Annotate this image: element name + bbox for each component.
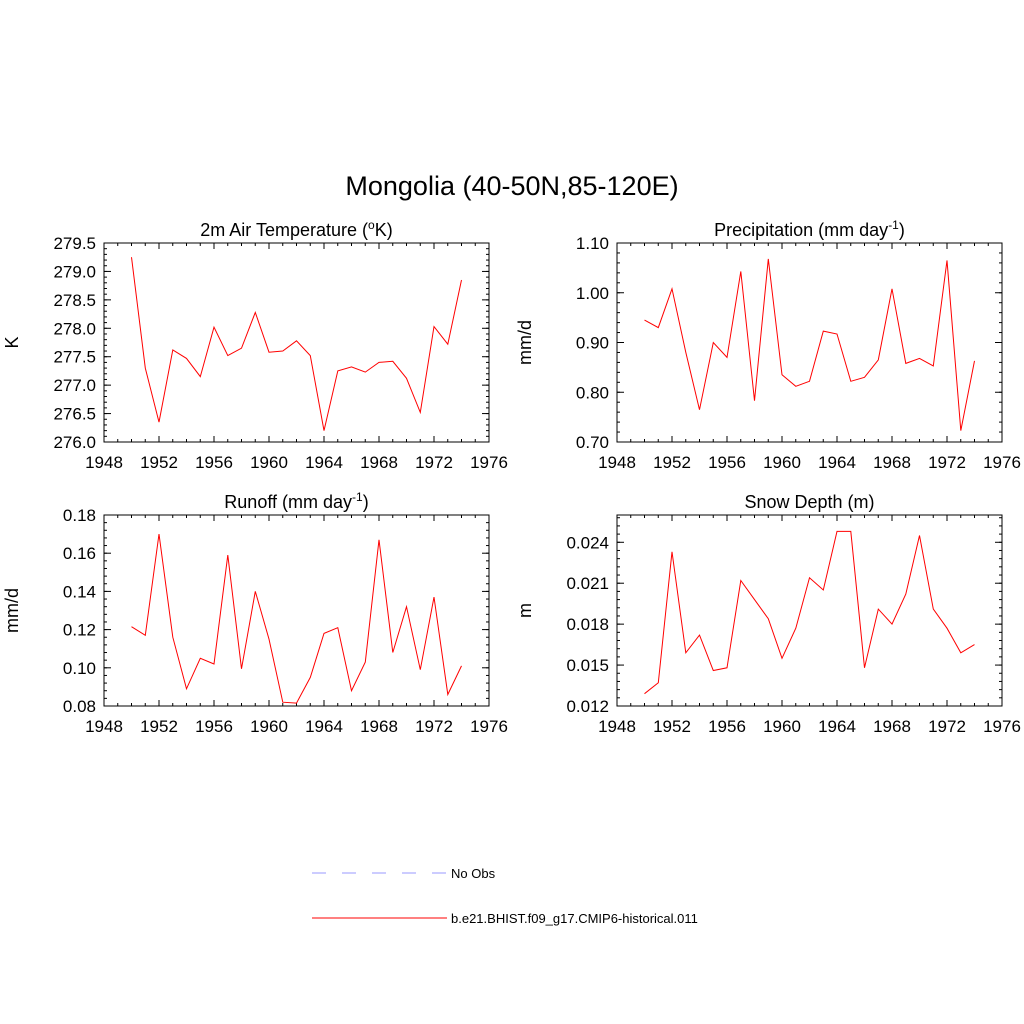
- y-tick-label: 0.018: [566, 615, 609, 634]
- y-tick-label: 0.10: [63, 659, 96, 678]
- y-tick-label: 0.024: [566, 533, 609, 552]
- y-tick-label: 0.90: [576, 334, 609, 353]
- y-tick-label: 0.18: [63, 506, 96, 525]
- panel-0: 2m Air Temperature (oK) 1948 1952 1956 1960 1…: [2, 218, 508, 472]
- x-tick-label: 1964: [818, 453, 856, 472]
- y-axis-label: m: [515, 603, 535, 618]
- panel-title: Precipitation (mm day-1): [714, 218, 905, 240]
- panel-2: Runoff (mm day-1) 1948 1952 1956 1960 1964 196…: [2, 490, 508, 736]
- x-tick-label: 1948: [85, 453, 123, 472]
- x-tick-label: 1976: [983, 453, 1021, 472]
- panel-title: 2m Air Temperature (oK): [200, 218, 392, 240]
- x-tick-label: 1952: [140, 717, 178, 736]
- y-tick-label: 276.5: [53, 405, 96, 424]
- y-tick-label: 279.5: [53, 234, 96, 253]
- y-tick-label: 278.0: [53, 319, 96, 338]
- y-tick-label: 1.10: [576, 234, 609, 253]
- x-tick-label: 1956: [708, 717, 746, 736]
- x-tick-label: 1952: [140, 453, 178, 472]
- x-tick-label: 1952: [653, 453, 691, 472]
- x-tick-label: 1956: [708, 453, 746, 472]
- legend-label-1: b.e21.BHIST.f09_g17.CMIP6-historical.011: [451, 911, 698, 926]
- y-tick-label: 0.021: [566, 574, 609, 593]
- y-axis-label: mm/d: [2, 588, 22, 633]
- x-tick-label: 1972: [928, 717, 966, 736]
- panels-group: 2m Air Temperature (oK) 1948 1952 1956 1960 1…: [2, 218, 1021, 736]
- x-tick-label: 1960: [763, 717, 801, 736]
- x-tick-label: 1976: [470, 717, 508, 736]
- y-tick-label: 1.00: [576, 284, 609, 303]
- y-tick-label: 0.14: [63, 582, 96, 601]
- x-tick-label: 1968: [873, 717, 911, 736]
- x-tick-label: 1952: [653, 717, 691, 736]
- x-tick-label: 1968: [360, 453, 398, 472]
- y-tick-label: 277.5: [53, 348, 96, 367]
- series-line: [644, 258, 975, 431]
- x-tick-label: 1960: [250, 453, 288, 472]
- x-tick-label: 1948: [598, 717, 636, 736]
- y-tick-label: 276.0: [53, 433, 96, 452]
- series-line: [131, 257, 462, 431]
- x-tick-label: 1968: [360, 717, 398, 736]
- series-line: [131, 534, 462, 704]
- y-tick-label: 278.5: [53, 291, 96, 310]
- panel-title: Runoff (mm day-1): [224, 490, 368, 512]
- x-tick-label: 1972: [415, 453, 453, 472]
- x-tick-label: 1960: [763, 453, 801, 472]
- x-tick-label: 1976: [470, 453, 508, 472]
- x-tick-label: 1972: [928, 453, 966, 472]
- x-tick-label: 1972: [415, 717, 453, 736]
- x-tick-label: 1956: [195, 717, 233, 736]
- y-tick-label: 0.16: [63, 544, 96, 563]
- figure-title: Mongolia (40-50N,85-120E): [345, 171, 678, 201]
- y-tick-label: 0.012: [566, 697, 609, 716]
- plot-frame: [616, 242, 1003, 443]
- x-tick-label: 1964: [305, 717, 343, 736]
- series-line: [644, 530, 975, 695]
- y-tick-label: 277.0: [53, 376, 96, 395]
- x-tick-label: 1968: [873, 453, 911, 472]
- legend-label-0: No Obs: [451, 866, 496, 881]
- x-tick-label: 1964: [305, 453, 343, 472]
- plot-frame: [616, 514, 1003, 707]
- panel-title: Snow Depth (m): [744, 492, 874, 512]
- x-tick-label: 1960: [250, 717, 288, 736]
- y-axis-label: mm/d: [515, 320, 535, 365]
- y-tick-label: 279.0: [53, 262, 96, 281]
- y-tick-label: 0.08: [63, 697, 96, 716]
- x-tick-label: 1956: [195, 453, 233, 472]
- y-tick-label: 0.12: [63, 621, 96, 640]
- y-axis-label: K: [2, 336, 22, 348]
- y-tick-label: 0.015: [566, 656, 609, 675]
- panel-1: Precipitation (mm day-1) 1948 1952 1956 1960…: [515, 218, 1021, 472]
- y-tick-label: 0.80: [576, 383, 609, 402]
- legend: No Obs b.e21.BHIST.f09_g17.CMIP6-historic…: [312, 866, 698, 926]
- x-tick-label: 1964: [818, 717, 856, 736]
- panel-3: Snow Depth (m) 1948 1952 1956 1960 1964 1968 19…: [515, 492, 1021, 736]
- y-tick-label: 0.70: [576, 433, 609, 452]
- x-tick-label: 1948: [85, 717, 123, 736]
- x-tick-label: 1976: [983, 717, 1021, 736]
- x-tick-label: 1948: [598, 453, 636, 472]
